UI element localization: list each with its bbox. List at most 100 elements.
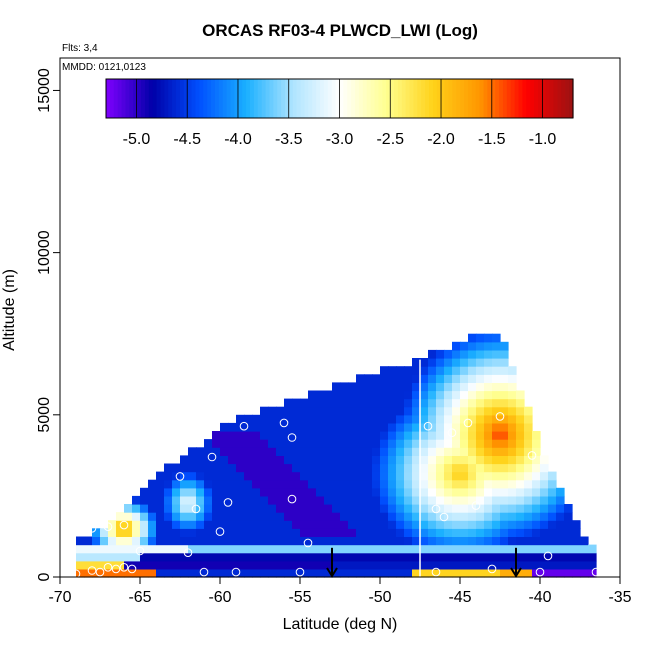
heat-cell <box>284 479 293 489</box>
heat-cell <box>356 495 365 505</box>
heat-cell <box>436 422 445 432</box>
colorbar-segment <box>288 79 294 118</box>
heat-cell <box>516 406 525 416</box>
colorbar-segment <box>421 79 426 118</box>
heat-cell <box>324 479 333 489</box>
heat-cell <box>372 528 381 537</box>
heat-cell <box>260 431 269 440</box>
heat-cell <box>500 382 509 392</box>
heat-cell <box>444 422 453 432</box>
heat-cell <box>268 568 277 578</box>
colorbar-segment <box>203 79 208 118</box>
heat-cell <box>92 552 101 562</box>
heat-cell <box>220 455 229 465</box>
heat-cell <box>500 349 509 359</box>
heat-cell <box>236 536 245 546</box>
heat-cell <box>292 406 301 416</box>
heat-cell <box>460 374 469 383</box>
heat-cell <box>220 528 229 537</box>
heat-cell <box>380 431 389 440</box>
heat-cell <box>380 439 389 448</box>
heat-cell <box>356 544 365 554</box>
heat-cell <box>236 544 245 554</box>
heat-cell <box>492 374 501 383</box>
heat-cell <box>580 568 589 578</box>
heat-cell <box>476 520 485 529</box>
heat-cell <box>492 568 501 578</box>
heat-cell <box>484 568 493 578</box>
heat-cell <box>420 544 429 554</box>
heat-cell <box>452 349 461 359</box>
heat-cell <box>540 520 549 529</box>
heat-cell <box>380 414 389 424</box>
heat-cell <box>236 568 245 578</box>
heat-cell <box>524 447 533 456</box>
heat-cell <box>548 471 557 481</box>
heat-cell <box>428 349 437 359</box>
heat-cell <box>524 520 533 529</box>
heat-cell <box>452 512 461 521</box>
heat-cell <box>212 479 221 489</box>
heat-cell <box>532 512 541 521</box>
heat-cell <box>436 528 445 537</box>
heat-cell <box>276 439 285 448</box>
heat-cell <box>380 390 389 400</box>
heat-cell <box>76 560 85 570</box>
heat-cell <box>124 544 133 554</box>
heat-cell <box>204 528 213 537</box>
heat-cell <box>332 520 341 529</box>
sample-point <box>215 527 225 536</box>
heat-cell <box>428 390 437 400</box>
heat-cell <box>508 406 517 416</box>
heat-cell <box>324 447 333 456</box>
heat-cell <box>292 528 301 537</box>
heat-cell <box>276 422 285 432</box>
heat-cell <box>244 463 253 473</box>
heat-cell <box>372 390 381 400</box>
heat-cell <box>244 520 253 529</box>
heat-cell <box>548 536 557 546</box>
heat-cell <box>212 560 221 570</box>
heat-cell <box>532 431 541 440</box>
heat-cell <box>540 560 549 570</box>
heat-cell <box>436 552 445 562</box>
heat-cell <box>516 463 525 473</box>
heat-cell <box>460 568 469 578</box>
heat-cell <box>228 536 237 546</box>
sample-point <box>471 501 481 510</box>
heat-cell <box>236 479 245 489</box>
colorbar-segment <box>261 79 267 118</box>
sample-point <box>111 564 121 574</box>
heat-cell <box>276 495 285 505</box>
colorbar-segment <box>168 79 173 118</box>
heat-cell <box>204 560 213 570</box>
heat-cell <box>220 536 229 546</box>
heat-cell <box>476 504 485 513</box>
heat-cell <box>308 422 317 432</box>
colorbar-segment <box>308 79 313 118</box>
heat-cell <box>428 431 437 440</box>
heat-cell <box>516 528 525 537</box>
heat-cell <box>292 455 301 465</box>
heat-cell <box>556 487 565 497</box>
heat-cell <box>292 504 301 513</box>
heat-cell <box>332 568 341 578</box>
heat-cell <box>476 414 485 424</box>
colorbar-segment <box>117 79 123 118</box>
heat-cell <box>556 504 565 513</box>
heat-cell <box>532 504 541 513</box>
heat-cell <box>364 414 373 424</box>
heat-cell <box>236 520 245 529</box>
heat-cell <box>324 560 333 570</box>
heat-cell <box>156 536 165 546</box>
heat-cell <box>244 568 253 578</box>
heat-cell <box>300 520 309 529</box>
heat-cell <box>260 512 269 521</box>
heat-cell <box>316 487 325 497</box>
heat-cell <box>524 471 533 481</box>
colorbar-segment <box>179 79 185 118</box>
heat-cell <box>276 568 285 578</box>
heat-cell <box>396 568 405 578</box>
heat-cell <box>164 471 173 481</box>
heat-cell <box>460 439 469 448</box>
